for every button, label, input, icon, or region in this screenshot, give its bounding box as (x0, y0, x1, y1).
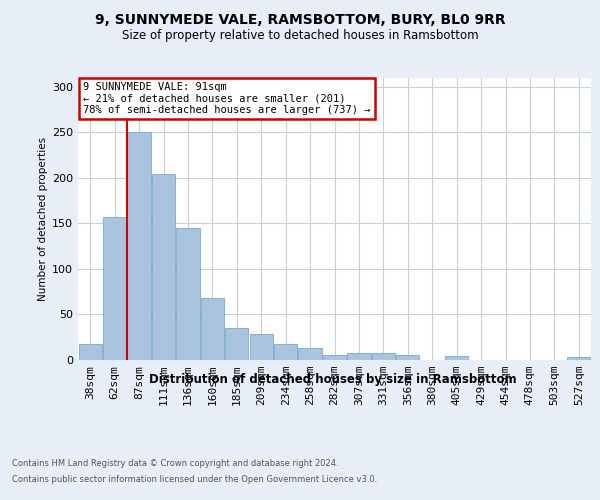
Text: Contains HM Land Registry data © Crown copyright and database right 2024.: Contains HM Land Registry data © Crown c… (12, 458, 338, 468)
Bar (567, 358, 590, 360)
Bar (274, 344, 297, 360)
Bar (103, 217, 126, 360)
Text: 9, SUNNYMEDE VALE, RAMSBOTTOM, BURY, BL0 9RR: 9, SUNNYMEDE VALE, RAMSBOTTOM, BURY, BL0… (95, 12, 505, 26)
Bar (152, 174, 175, 360)
Bar (250, 334, 273, 360)
Bar (201, 298, 224, 360)
Bar (445, 356, 468, 360)
Text: Contains public sector information licensed under the Open Government Licence v3: Contains public sector information licen… (12, 475, 377, 484)
Bar (372, 352, 395, 360)
Bar (396, 354, 419, 360)
Bar (298, 348, 322, 360)
Bar (79, 344, 102, 360)
Bar (127, 132, 151, 360)
Text: Distribution of detached houses by size in Ramsbottom: Distribution of detached houses by size … (149, 372, 517, 386)
Text: 9 SUNNYMEDE VALE: 91sqm
← 21% of detached houses are smaller (201)
78% of semi-d: 9 SUNNYMEDE VALE: 91sqm ← 21% of detache… (83, 82, 371, 115)
Bar (347, 352, 371, 360)
Bar (323, 354, 346, 360)
Text: Size of property relative to detached houses in Ramsbottom: Size of property relative to detached ho… (122, 29, 478, 42)
Y-axis label: Number of detached properties: Number of detached properties (38, 136, 48, 301)
Bar (176, 228, 200, 360)
Bar (225, 328, 248, 360)
